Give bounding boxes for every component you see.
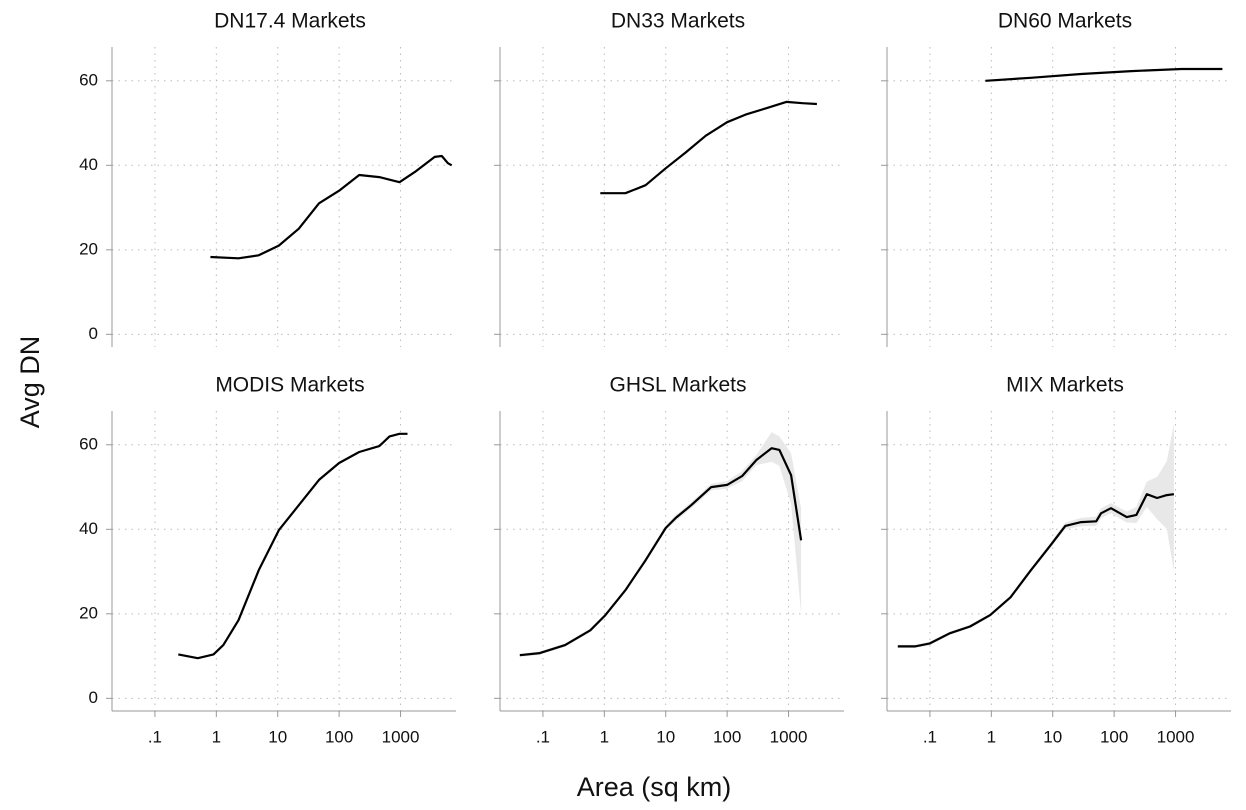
panel-title: DN33 Markets	[611, 10, 745, 33]
panel-title: MODIS Markets	[215, 374, 364, 397]
fit-line	[210, 154, 453, 260]
y-tick-label: 60	[79, 434, 98, 453]
y-tick-label: 0	[89, 324, 98, 343]
y-tick-label: 20	[79, 603, 98, 622]
y-tick-label: 20	[79, 239, 98, 258]
x-tick-label: 1000	[770, 727, 808, 746]
y-tick-label: 60	[79, 70, 98, 89]
fit-line	[178, 432, 408, 660]
y-tick-label: 0	[89, 688, 98, 707]
x-axis-label: Area (sq km)	[577, 772, 732, 802]
confidence-band	[519, 432, 802, 657]
x-tick-label: 1000	[1157, 727, 1195, 746]
x-tick-label: .1	[923, 727, 937, 746]
x-tick-label: 10	[268, 727, 287, 746]
x-tick-label: 1	[212, 727, 221, 746]
panel-title: DN17.4 Markets	[214, 10, 366, 33]
x-tick-label: 100	[325, 727, 353, 746]
panel-title: GHSL Markets	[610, 374, 747, 397]
y-axis-label: Avg DN	[15, 336, 45, 429]
panel-title: MIX Markets	[1006, 374, 1124, 397]
x-tick-label: 1	[600, 727, 609, 746]
x-tick-label: 100	[713, 727, 741, 746]
fit-line	[600, 100, 817, 195]
fit-line	[897, 493, 1175, 648]
y-tick-label: 40	[79, 519, 98, 538]
x-tick-label: .1	[148, 727, 162, 746]
y-tick-label: 40	[79, 155, 98, 174]
x-tick-label: .1	[536, 727, 550, 746]
x-tick-label: 10	[1043, 727, 1062, 746]
x-tick-label: 1	[987, 727, 996, 746]
x-tick-label: 100	[1100, 727, 1128, 746]
fit-line	[519, 447, 803, 657]
fit-line	[985, 67, 1223, 82]
x-tick-label: 1000	[382, 727, 420, 746]
x-tick-label: 10	[656, 727, 675, 746]
panel-title: DN60 Markets	[998, 10, 1132, 33]
